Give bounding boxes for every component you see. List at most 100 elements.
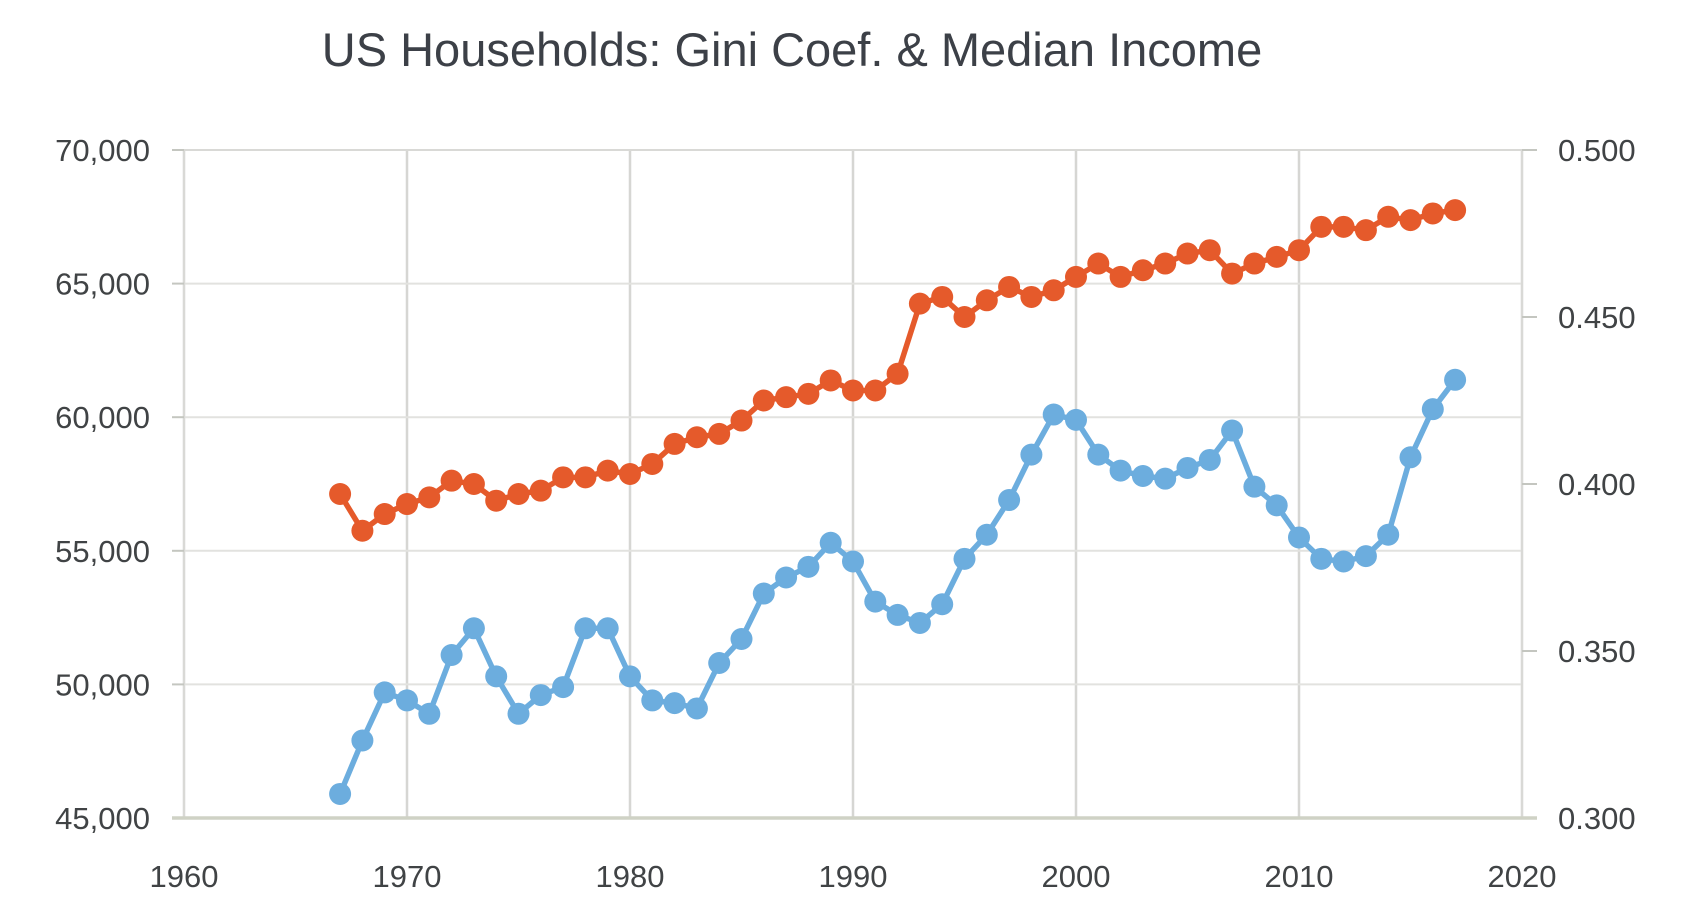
gini-series-point bbox=[752, 389, 775, 412]
gini-series-point bbox=[1332, 215, 1355, 238]
gini-series-point bbox=[418, 486, 441, 509]
median-income-series-point bbox=[1198, 448, 1221, 471]
y-left-tick-label: 55,000 bbox=[55, 534, 150, 569]
gini-series-point bbox=[329, 483, 352, 506]
x-tick-label: 2020 bbox=[1488, 859, 1557, 894]
median-income-series-point bbox=[998, 489, 1021, 512]
gini-series-point bbox=[1444, 199, 1467, 222]
median-income-series-point bbox=[819, 531, 842, 554]
gini-series-point bbox=[1176, 242, 1199, 265]
gini-series-point bbox=[708, 422, 731, 445]
median-income-series-line bbox=[337, 377, 1458, 797]
median-income-series-point bbox=[1288, 526, 1310, 549]
gini-series-point bbox=[797, 382, 820, 405]
median-income-series-point bbox=[975, 523, 998, 546]
median-income-series-point bbox=[708, 652, 731, 675]
gini-series-point bbox=[998, 275, 1021, 298]
median-income-series-point bbox=[619, 665, 641, 688]
median-income-series-point bbox=[418, 702, 441, 725]
median-income-series-point bbox=[329, 782, 352, 805]
median-income-series-point bbox=[1421, 398, 1444, 421]
median-income-series-point bbox=[1176, 456, 1199, 479]
gini-series-point bbox=[819, 369, 842, 392]
gini-series-point bbox=[373, 503, 396, 526]
median-income-series-point bbox=[842, 550, 864, 573]
gini-series-point bbox=[908, 292, 931, 315]
gini-series-point bbox=[864, 379, 887, 402]
x-tick-label: 1980 bbox=[596, 859, 665, 894]
gini-series-point bbox=[552, 466, 575, 489]
gini-series-point bbox=[1198, 239, 1221, 262]
gini-series-point bbox=[1087, 252, 1110, 275]
median-income-series-point bbox=[1131, 464, 1154, 487]
gini-series-point bbox=[842, 379, 864, 402]
gini-series-point bbox=[1288, 239, 1310, 262]
median-income-series-point bbox=[485, 665, 508, 688]
median-income-series-point bbox=[1265, 494, 1288, 517]
median-income-series-point bbox=[775, 566, 798, 589]
gini-series-point bbox=[485, 489, 508, 512]
gini-series-point bbox=[574, 466, 597, 489]
median-income-series-point bbox=[663, 692, 686, 715]
median-income-series-point bbox=[440, 644, 463, 667]
gini-series-point bbox=[1221, 262, 1244, 285]
median-income-series-point bbox=[552, 676, 575, 699]
median-income-series-point bbox=[797, 555, 820, 578]
median-income-series-point bbox=[1087, 443, 1110, 466]
gini-series-point bbox=[1399, 209, 1422, 232]
gini-series-point bbox=[1109, 265, 1132, 288]
gini-series-point bbox=[1154, 252, 1177, 275]
gini-series-point bbox=[953, 306, 976, 328]
y-right-tick-label: 0.400 bbox=[1558, 467, 1636, 502]
gini-series-point bbox=[507, 483, 530, 506]
median-income-series-point bbox=[373, 681, 396, 704]
gini-series-point bbox=[1131, 259, 1154, 282]
y-right-tick-label: 0.350 bbox=[1558, 634, 1636, 669]
median-income-series-point bbox=[1399, 446, 1422, 469]
gini-series-point bbox=[440, 469, 463, 492]
y-left-tick-label: 50,000 bbox=[55, 667, 150, 702]
gini-series-point bbox=[931, 285, 954, 308]
gini-series-point bbox=[685, 426, 708, 449]
grid-layer bbox=[182, 149, 1524, 819]
gini-series-point bbox=[462, 473, 485, 495]
gini-series-point bbox=[596, 459, 619, 482]
x-tick-label: 1960 bbox=[150, 859, 219, 894]
median-income-series-point bbox=[886, 603, 909, 626]
median-income-series-point bbox=[1109, 459, 1132, 482]
median-income-series-point bbox=[1154, 467, 1177, 490]
median-income-series-point bbox=[574, 617, 597, 640]
gini-series-point bbox=[1243, 252, 1266, 275]
gini-series-point bbox=[1377, 205, 1400, 228]
median-income-series-point bbox=[730, 627, 753, 650]
median-income-series-point bbox=[507, 702, 530, 725]
median-income-series-point bbox=[596, 617, 619, 640]
median-income-series-point bbox=[641, 689, 664, 712]
gini-series-point bbox=[975, 289, 998, 312]
y-left-tick-label: 60,000 bbox=[55, 400, 150, 435]
median-income-series-point bbox=[1354, 545, 1377, 568]
gini-series-point bbox=[351, 519, 374, 542]
x-tick-label: 2000 bbox=[1042, 859, 1111, 894]
median-income-series-point bbox=[1042, 403, 1065, 426]
chart-title: US Households: Gini Coef. & Median Incom… bbox=[322, 23, 1262, 76]
gini-series-point bbox=[1310, 215, 1333, 238]
x-tick-label: 2010 bbox=[1265, 859, 1334, 894]
median-income-series-point bbox=[931, 593, 954, 616]
x-tick-label: 1990 bbox=[819, 859, 888, 894]
y-right-tick-label: 0.500 bbox=[1558, 133, 1636, 168]
gini-series-point bbox=[663, 432, 686, 455]
median-income-series-point bbox=[1243, 475, 1266, 498]
median-income-series-point bbox=[685, 697, 708, 720]
axis-labels-layer: 45,000 50,000 55,000 60,000 65,000 70,000 0.30… bbox=[55, 133, 1635, 894]
median-income-series-point bbox=[1221, 419, 1244, 442]
gini-series-point bbox=[1042, 279, 1065, 302]
gini-series-point bbox=[886, 362, 909, 385]
gini-series-point bbox=[619, 462, 641, 485]
median-income-series-point bbox=[953, 547, 976, 570]
gini-series-point bbox=[1065, 265, 1087, 288]
median-income-series-point bbox=[351, 729, 374, 752]
median-income-series-point bbox=[1065, 408, 1087, 431]
median-income-series-point bbox=[1377, 523, 1400, 546]
